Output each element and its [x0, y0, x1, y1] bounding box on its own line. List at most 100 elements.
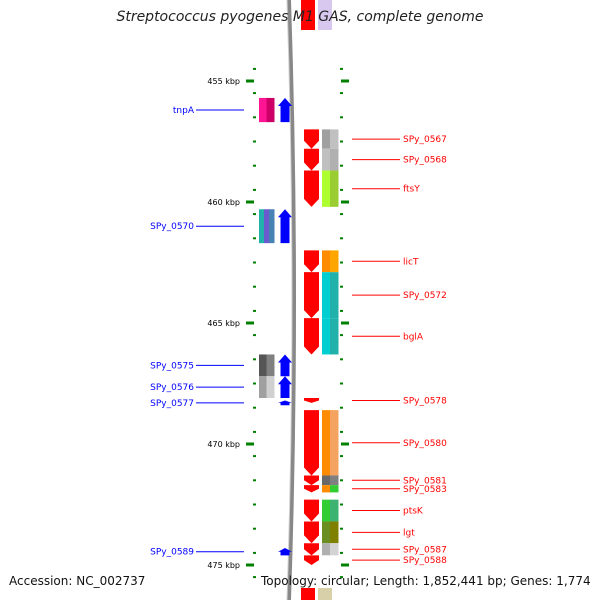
cog-block: [322, 410, 331, 476]
cog-block: [322, 475, 331, 486]
major-tick-right: [341, 200, 349, 204]
gene-label: SPy_0567: [403, 135, 447, 145]
gene-label: SPy_0572: [403, 291, 447, 301]
plus-gene-arrow: [304, 398, 319, 403]
cog-fragment-top: [318, 0, 332, 30]
tick-label: 470 kbp: [207, 440, 240, 449]
minor-tick-left: [253, 455, 256, 458]
minor-tick-left: [253, 309, 256, 312]
minor-tick-right: [340, 406, 343, 409]
major-tick-right: [341, 79, 349, 83]
cog-block: [322, 129, 331, 149]
cog-block: [259, 354, 267, 377]
minor-tick-left: [253, 67, 256, 70]
minor-tick-right: [340, 285, 343, 288]
gene-label: SPy_0576: [150, 383, 194, 393]
major-tick-right: [341, 442, 349, 446]
minor-tick-right: [340, 140, 343, 143]
cog-block: [259, 97, 267, 123]
minor-tick-right: [340, 116, 343, 119]
minor-tick-right: [340, 164, 343, 167]
gene-label: SPy_0581: [403, 476, 447, 486]
minor-tick-left: [253, 140, 256, 143]
minor-tick-left: [253, 92, 256, 95]
plus-strand-layer: SPy_0567 SPy_0568 ftsY licT SPy_0572 bglA SPy_…: [304, 129, 447, 566]
cog-block: [322, 250, 331, 273]
backbone-layer: [286, 0, 332, 601]
cog-block: [322, 485, 331, 493]
minus-gene-arrow: [278, 354, 292, 377]
cog-block: [266, 354, 275, 377]
cog-block: [330, 499, 339, 522]
minor-tick-left: [253, 358, 256, 361]
plus-gene-arrow: [304, 148, 319, 171]
cog-block: [330, 521, 339, 544]
plus-gene-arrow: [304, 170, 319, 207]
major-tick-right: [341, 563, 349, 567]
plus-gene-arrow: [304, 521, 319, 544]
plus-gene-arrow: [304, 272, 319, 319]
gene-label: SPy_0580: [403, 439, 447, 449]
cog-block: [330, 543, 339, 556]
major-tick-right: [341, 321, 349, 325]
cog-block: [322, 170, 331, 207]
minor-tick-left: [253, 551, 256, 554]
minor-tick-right: [340, 213, 343, 216]
tick-label: 455 kbp: [207, 77, 240, 86]
minor-tick-right: [340, 334, 343, 337]
minor-tick-right: [340, 237, 343, 240]
major-tick: [246, 563, 254, 567]
gene-label: SPy_0588: [403, 556, 447, 566]
minor-tick-left: [253, 188, 256, 191]
cog-block: [322, 318, 331, 355]
cog-block: [322, 148, 331, 171]
minus-strand-layer: tnpA SPy_0570 SPy_0575 SPy_0576 SPy_0577 SPy_…: [150, 97, 292, 558]
gene-label: SPy_0587: [403, 545, 447, 555]
plus-gene-arrow: [304, 543, 319, 556]
plus-gene-arrow: [304, 485, 319, 493]
cog-block: [322, 521, 331, 544]
gene-label: lgt: [403, 528, 415, 538]
gene-label: SPy_0568: [403, 156, 447, 166]
minor-tick-left: [253, 503, 256, 506]
tick-label: 475 kbp: [207, 561, 240, 570]
accession-label: Accession: NC_002737: [9, 574, 146, 588]
minus-gene-arrow: [278, 548, 292, 556]
minor-tick-right: [340, 479, 343, 482]
gene-label: bglA: [403, 332, 424, 342]
gene-label: SPy_0575: [150, 361, 194, 371]
minor-tick-left: [253, 527, 256, 530]
minus-gene-arrow: [278, 400, 292, 406]
cog-block: [259, 209, 265, 244]
tick-layer: 455 kbp 460 kbp 465 kbp 470 kbp 475 kbp: [207, 67, 349, 579]
cog-block: [330, 148, 339, 171]
plus-gene-arrow: [304, 499, 319, 522]
plus-gene-arrow: [304, 250, 319, 273]
minor-tick-right: [340, 576, 343, 579]
gene-label: tnpA: [173, 106, 195, 116]
cog-block: [266, 376, 275, 399]
minor-tick-right: [340, 503, 343, 506]
minor-tick-left: [253, 576, 256, 579]
map-title: Streptococcus pyogenes M1 GAS, complete …: [116, 9, 484, 25]
minor-tick-right: [340, 188, 343, 191]
gene-label: SPy_0577: [150, 399, 194, 409]
cog-block: [330, 485, 339, 493]
minor-tick-left: [253, 261, 256, 264]
minor-tick-right: [340, 67, 343, 70]
cog-block: [330, 318, 339, 355]
tick-label: 465 kbp: [207, 319, 240, 328]
minor-tick-left: [253, 285, 256, 288]
cog-block: [266, 97, 275, 123]
cog-block: [322, 543, 331, 556]
major-tick: [246, 442, 254, 446]
minor-tick-left: [253, 479, 256, 482]
tick-label: 460 kbp: [207, 198, 240, 207]
cog-block: [330, 272, 339, 319]
gene-label: SPy_0589: [150, 548, 194, 558]
minor-tick-left: [253, 116, 256, 119]
minor-tick-left: [253, 430, 256, 433]
minor-tick-left: [253, 164, 256, 167]
